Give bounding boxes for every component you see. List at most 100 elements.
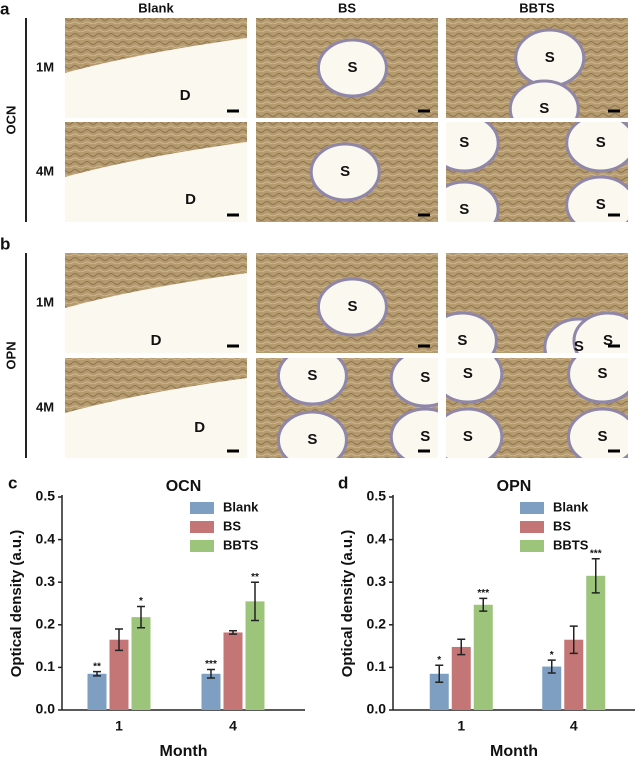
scaffold: [565, 175, 628, 222]
scaffold: [446, 358, 504, 404]
image-label: S: [420, 428, 430, 445]
row-label: 1M: [36, 59, 54, 74]
histology-image: [65, 18, 247, 118]
bar: [451, 646, 471, 710]
legend-swatch: [520, 540, 544, 552]
chart-title: OPN: [497, 478, 532, 495]
bar: [542, 666, 562, 710]
column-header: Blank: [138, 0, 174, 15]
y-tick-label: 0.3: [36, 573, 56, 589]
bar: [109, 639, 129, 710]
scaffold: [316, 277, 388, 337]
scaffold: [565, 122, 628, 173]
panel-label: a: [0, 0, 10, 18]
significance: **: [251, 572, 259, 583]
legend-label: Blank: [223, 499, 259, 514]
scaffold: [508, 79, 580, 118]
scaffold: [276, 358, 348, 406]
y-tick-label: 0.4: [36, 530, 56, 546]
error-bar: [229, 630, 237, 635]
y-tick-label: 0.3: [367, 573, 387, 589]
y-tick-label: 0.5: [367, 488, 387, 504]
histology-image: [446, 18, 628, 118]
significance: *: [139, 596, 143, 607]
row-label: 1M: [36, 294, 54, 309]
histology-image: [446, 358, 628, 458]
scaffold: [446, 407, 504, 458]
y-tick-label: 0.0: [367, 701, 387, 717]
histology-image: [65, 358, 247, 458]
image-label: S: [596, 196, 606, 213]
image-label: D: [180, 87, 191, 104]
legend-label: Blank: [553, 499, 589, 514]
image-label: S: [459, 134, 469, 151]
image-label: S: [603, 332, 613, 349]
legend-swatch: [190, 502, 214, 514]
y-axis-label: Optical density (a.u.): [8, 530, 25, 678]
error-bar: [435, 664, 444, 684]
panel-label: c: [8, 473, 17, 492]
error-bar: [137, 605, 145, 629]
error-bar: [591, 558, 600, 594]
significance: ***: [590, 548, 602, 559]
scaffold: [446, 180, 500, 222]
error-bar: [479, 597, 488, 612]
image-label: S: [307, 431, 317, 448]
column-header: BS: [338, 0, 356, 15]
x-axis-label: Month: [490, 743, 538, 760]
image-label: S: [598, 365, 608, 382]
image-label: S: [574, 338, 584, 355]
y-tick-label: 0.2: [367, 616, 387, 632]
scaffold: [316, 38, 388, 98]
error-bar: [93, 670, 101, 677]
legend-label: BS: [553, 518, 571, 533]
histology-image: [65, 122, 247, 222]
row-label: 4M: [36, 399, 54, 414]
y-tick-label: 0.0: [36, 701, 56, 717]
bar: [564, 639, 584, 710]
legend-swatch: [520, 502, 544, 514]
x-tick-label: 1: [115, 718, 123, 734]
x-tick-label: 1: [457, 718, 465, 734]
legend-label: BBTS: [223, 537, 259, 552]
scaffold: [389, 358, 438, 408]
chart-title: OCN: [166, 478, 202, 495]
legend-label: BS: [223, 518, 241, 533]
defect-area: [65, 142, 247, 222]
image-label: D: [185, 191, 196, 208]
significance: ***: [205, 659, 217, 670]
panel-label: d: [338, 473, 348, 492]
defect-area: [65, 378, 247, 458]
significance: *: [550, 650, 554, 661]
bar: [245, 601, 265, 710]
bar: [473, 604, 493, 710]
histology-image: [256, 122, 438, 222]
histology-image: [256, 18, 438, 118]
histology-image: [446, 122, 628, 222]
bar: [223, 632, 243, 710]
image-label: S: [340, 163, 350, 180]
image-label: S: [420, 369, 430, 386]
scaffold: [572, 311, 628, 353]
y-axis-label: Optical density (a.u.): [339, 530, 356, 678]
scaffold: [309, 142, 381, 202]
error-bar: [251, 581, 259, 622]
row-label: 4M: [36, 163, 54, 178]
scaffold: [446, 122, 500, 173]
y-tick-label: 0.5: [36, 488, 56, 504]
image-label: S: [307, 367, 317, 384]
image-label: S: [459, 201, 469, 218]
y-tick-label: 0.2: [36, 616, 56, 632]
image-label: S: [539, 100, 549, 117]
significance: ***: [477, 588, 489, 599]
legend-label: BBTS: [553, 537, 589, 552]
error-bar: [207, 668, 215, 679]
scaffold: [567, 358, 628, 404]
significance: **: [93, 661, 101, 672]
x-tick-label: 4: [570, 718, 578, 734]
significance: *: [437, 655, 441, 666]
image-label: S: [347, 298, 357, 315]
bar: [429, 673, 449, 710]
column-header: BBTS: [519, 0, 555, 15]
